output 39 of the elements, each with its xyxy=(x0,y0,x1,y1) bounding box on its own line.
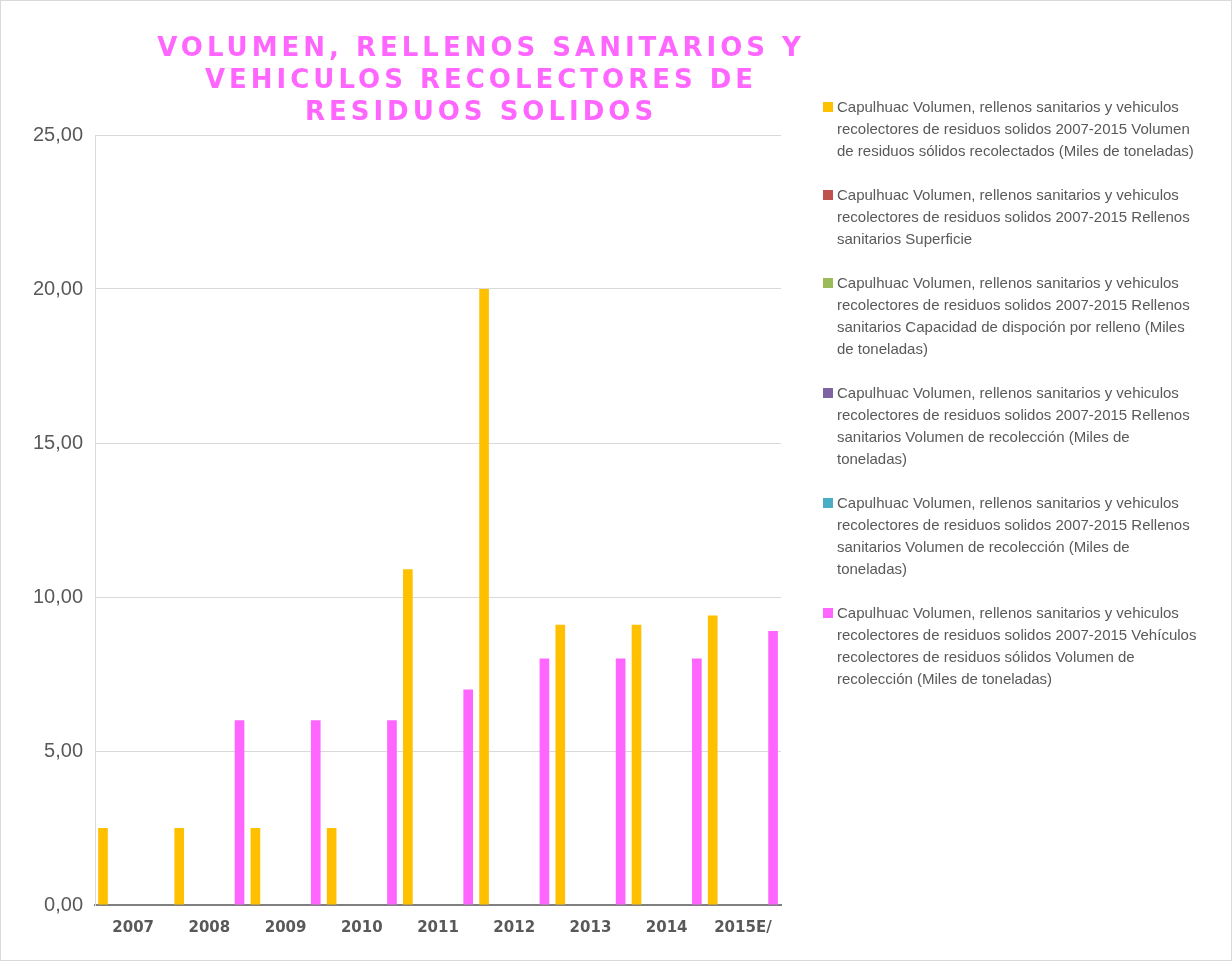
x-tick-label: 2009 xyxy=(264,917,307,936)
x-tick-label: 2015E/ xyxy=(714,917,773,936)
legend-label: Capulhuac Volumen, rellenos sanitarios y vehiculos recolectores de residuos solidos 2007-2015 Rellenos sanitarios Volumen de recolección (Miles de toneladas) xyxy=(837,383,1191,469)
y-tick-label: 10,00 xyxy=(32,584,84,607)
bar xyxy=(98,828,108,905)
x-tick-label: 2008 xyxy=(188,917,231,936)
x-tick-label: 2010 xyxy=(340,917,383,936)
bar xyxy=(250,828,261,905)
legend-label: Capulhuac Volumen, rellenos sanitarios y vehiculos recolectores de residuos solidos 2007-2015 Vehículos recolectores de residuos sólidos Volumen de recolección (Miles de toneladas) xyxy=(837,603,1198,689)
bar xyxy=(768,630,778,905)
bar xyxy=(539,658,550,905)
x-tick-label: 2014 xyxy=(645,917,688,936)
chart-title: VOLUMEN, RELLENOS SANITARIOS Y VEHICULOS RECOLECTORES DE RESIDUOS SOLIDOS xyxy=(156,31,806,127)
legend-label: Capulhuac Volumen, rellenos sanitarios y vehiculos recolectores de residuos solidos 2007-2015 Rellenos sanitarios Volumen de recolección (Miles de toneladas) xyxy=(837,493,1191,579)
x-tick-label: 2007 xyxy=(112,917,155,936)
bar xyxy=(463,689,474,905)
bar xyxy=(326,828,337,905)
legend-label: Capulhuac Volumen, rellenos sanitarios y vehiculos recolectores de residuos solidos 2007-2015 Rellenos sanitarios Superficie xyxy=(837,185,1191,249)
y-tick-label: 25,00 xyxy=(32,122,84,145)
legend-label: Capulhuac Volumen, rellenos sanitarios y vehiculos recolectores de residuos solidos 2007-2015 Volumen de residuos sólidos recolectados (Miles de toneladas) xyxy=(837,97,1195,161)
bar xyxy=(174,828,185,905)
bar xyxy=(310,720,321,905)
bar xyxy=(387,720,397,905)
y-tick-label: 0,00 xyxy=(44,892,84,915)
y-tick-label: 15,00 xyxy=(32,430,84,453)
bar xyxy=(403,569,413,905)
bar xyxy=(234,720,245,905)
x-tick-label: 2012 xyxy=(493,917,536,936)
y-tick-label: 20,00 xyxy=(32,276,84,299)
x-tick-label: 2011 xyxy=(417,917,459,936)
y-tick-label: 5,00 xyxy=(44,738,84,761)
bar xyxy=(631,624,642,905)
legend-label: Capulhuac Volumen, rellenos sanitarios y vehiculos recolectores de residuos solidos 2007-2015 Rellenos sanitarios Capacidad de dispoción por relleno (Miles de toneladas) xyxy=(837,273,1191,359)
bar xyxy=(692,658,702,905)
bar xyxy=(555,624,566,905)
bar xyxy=(479,289,489,905)
x-tick-label: 2013 xyxy=(569,917,612,936)
bar xyxy=(707,615,718,905)
bar xyxy=(615,658,626,905)
